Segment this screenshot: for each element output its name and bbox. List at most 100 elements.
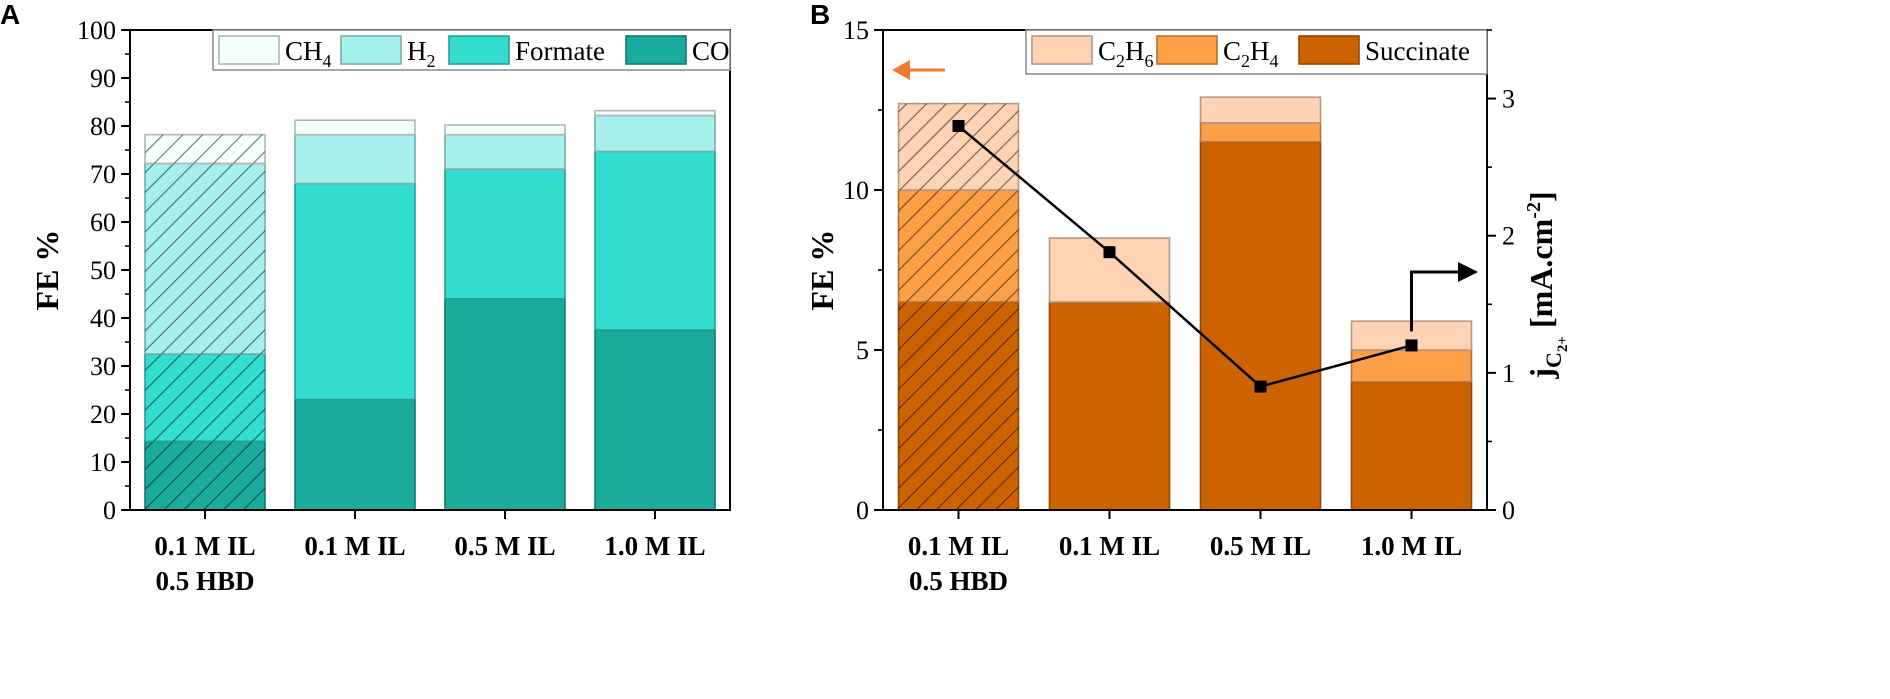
bar-formate-2 (444, 168, 566, 300)
bar-succinate-1 (1048, 301, 1171, 511)
x-tick-label: 0.5 HBD (155, 566, 254, 596)
legend-label-h2: H2 (407, 36, 436, 71)
right-axis-pointer-arrowhead (1458, 262, 1478, 282)
bar-hatch-co-0 (145, 441, 265, 510)
bar-c2h6-1 (1048, 237, 1171, 303)
bar-c2h4-2 (1199, 122, 1322, 143)
y-tick-label: 0 (103, 496, 116, 525)
x-tick-label: 0.5 HBD (909, 566, 1008, 596)
y-tick-label: 50 (90, 256, 116, 285)
y2-tick-label: 3 (1502, 85, 1515, 114)
y-tick-label: 80 (90, 112, 116, 141)
y-tick-label: 20 (90, 400, 116, 429)
bar-hatch-ch4-0 (145, 134, 265, 164)
bar-h2-1 (294, 133, 416, 185)
y-tick-label: 60 (90, 208, 116, 237)
panel-letter: B (810, 0, 830, 30)
legend-swatch-h2 (340, 35, 402, 65)
y-tick-label: 40 (90, 304, 116, 333)
y2-tick-label: 0 (1502, 496, 1515, 525)
text-part: -2 (1523, 202, 1545, 219)
bar-ch4-2 (444, 124, 566, 136)
text-part: 2+ (1555, 336, 1571, 352)
legend: CH4 H2 Formate CO (212, 29, 731, 71)
bar-hatch-c2h6-0 (898, 103, 1019, 190)
legend-swatch-ch4 (218, 35, 280, 65)
y-axis-label: FE % (804, 230, 840, 311)
x-tick-label: 0.5 M IL (1210, 531, 1311, 561)
y-tick-label: 0 (856, 496, 869, 525)
bar-hatch-formate-0 (145, 354, 265, 442)
x-tick-label: 1.0 M IL (604, 531, 705, 561)
x-tick-label: 0.5 M IL (454, 531, 555, 561)
text-part: CH (285, 36, 323, 66)
y2-axis-label: jC2+ [mA.cm-2] (1523, 191, 1571, 379)
bar-ch4-1 (294, 119, 416, 136)
y-tick-label: 5 (856, 336, 869, 365)
legend: C2H6 C2H4 Succinate (1025, 29, 1488, 75)
legend-swatch-c2h4 (1156, 35, 1218, 65)
legend-swatch-formate (448, 35, 510, 65)
line-series-jc2 (957, 125, 1412, 388)
text-part: CO (692, 36, 730, 66)
text-part: 4 (1270, 51, 1279, 71)
text-part: C (1223, 36, 1241, 66)
panel-letter: A (0, 0, 20, 30)
legend-swatch-co (625, 35, 687, 65)
bar-c2h6-2 (1199, 96, 1322, 124)
x-tick-label: 0.1 M IL (1059, 531, 1160, 561)
text-part: ] (1523, 191, 1559, 202)
bar-ch4-3 (594, 109, 716, 117)
y-tick-label: 10 (843, 176, 869, 205)
text-part: 6 (1145, 51, 1154, 71)
x-tick-label: 0.1 M IL (154, 531, 255, 561)
right-axis-pointer-arrow (1410, 270, 1460, 332)
x-tick-label: 0.1 M IL (908, 531, 1009, 561)
legend-label-formate: Formate (515, 36, 605, 66)
legend-label-c2h6: C2H6 (1098, 36, 1154, 71)
text-part: H (1125, 36, 1145, 66)
legend-label-co: CO (692, 36, 730, 66)
y-tick-label: 15 (843, 16, 869, 45)
bar-co-3 (594, 329, 716, 511)
text-part: Formate (515, 36, 605, 66)
text-part: 2 (1241, 51, 1250, 71)
y-tick-label: 10 (90, 448, 116, 477)
bar-h2-2 (444, 133, 566, 171)
line-point-0 (952, 120, 965, 132)
line-point-1 (1103, 246, 1116, 259)
bar-hatch-c2h4-0 (898, 190, 1019, 302)
bar-formate-3 (594, 150, 716, 331)
legend-swatch-c2h6 (1031, 35, 1093, 65)
text-part: C (1098, 36, 1116, 66)
text-part: 2 (1116, 51, 1125, 71)
y-axis-label: FE % (29, 230, 65, 311)
bar-hatch-h2-0 (145, 163, 265, 354)
y-tick-label: 100 (77, 16, 116, 45)
y-tick-label: 30 (90, 352, 116, 381)
bar-formate-1 (294, 182, 416, 401)
bar-c2h4-3 (1350, 349, 1473, 383)
bar-h2-3 (594, 114, 716, 153)
legend-label-c2h4: C2H4 (1223, 36, 1279, 71)
text-part: C (1541, 352, 1566, 368)
y2-tick-label: 1 (1502, 359, 1515, 388)
line-point-3 (1405, 339, 1418, 352)
x-tick-label: 1.0 M IL (1361, 531, 1462, 561)
y2-tick-label: 2 (1502, 222, 1515, 251)
bar-succinate-2 (1199, 141, 1322, 511)
text-part: H (407, 36, 427, 66)
x-tick-label: 0.1 M IL (304, 531, 405, 561)
text-part: H (1250, 36, 1270, 66)
legend-label-succinate: Succinate (1365, 36, 1470, 66)
legend-frame (1025, 29, 1488, 75)
bar-succinate-3 (1350, 381, 1473, 511)
text-part: 2 (427, 51, 436, 71)
y-tick-label: 90 (90, 64, 116, 93)
panel-a: A 0 10 20 30 40 50 60 70 80 90 100 0.1 M IL 0.5 HBD 0.… (0, 0, 731, 596)
y-tick-label: 70 (90, 160, 116, 189)
bar-hatch-succinate-0 (898, 302, 1019, 510)
legend-swatch-succinate (1298, 35, 1360, 65)
